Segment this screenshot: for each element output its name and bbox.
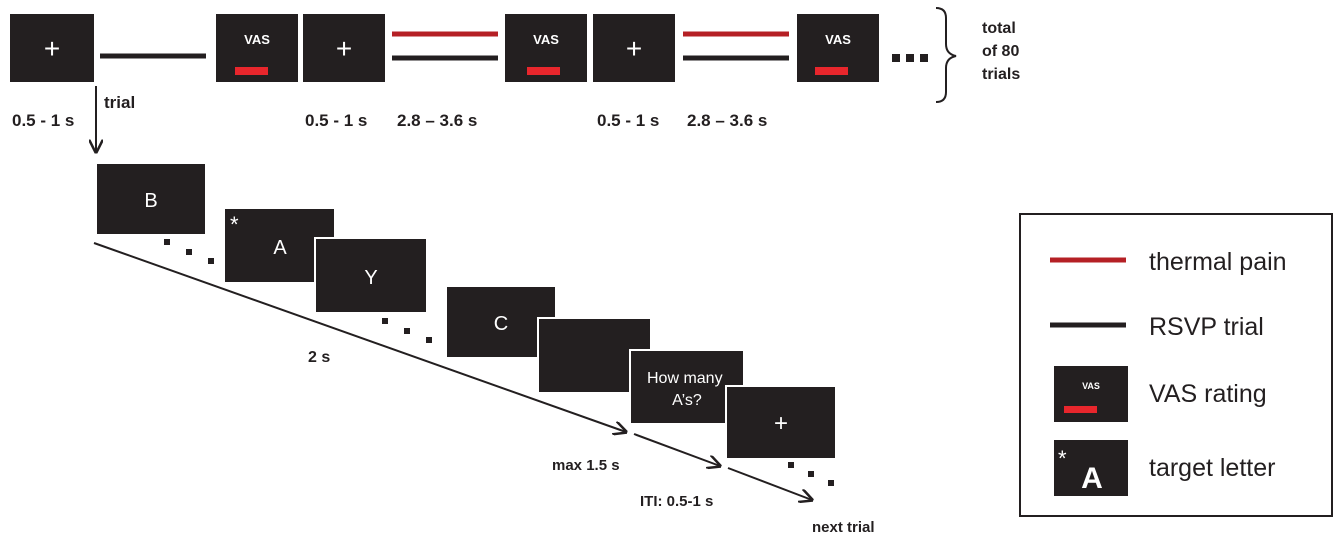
fixation-cross: + bbox=[336, 33, 352, 64]
fixation-screen bbox=[593, 14, 675, 82]
ellipsis-dots bbox=[892, 54, 928, 62]
fixation-cross: + bbox=[774, 410, 788, 437]
vas-label: VAS bbox=[533, 32, 559, 47]
gap-dots bbox=[382, 318, 432, 343]
trial-sequence-row: + VAS + VAS + VAS bbox=[10, 7, 1024, 152]
duration-stream: 2 s bbox=[308, 349, 330, 366]
gap-dots bbox=[788, 462, 834, 486]
legend-target-label: target letter bbox=[1149, 454, 1275, 482]
fixation-screen bbox=[725, 385, 837, 460]
total-brace bbox=[935, 7, 957, 103]
stream-letter: B bbox=[144, 190, 157, 212]
rsvp-cascade: B * A Y C How many A’s? + 2 s max 1.5 s … bbox=[93, 162, 875, 536]
fixation-screen bbox=[10, 14, 94, 82]
target-marker: * bbox=[230, 212, 239, 237]
duration-stimulus: 2.8 – 3.6 s bbox=[397, 111, 477, 130]
vas-label: VAS bbox=[825, 32, 851, 47]
legend-vas-icon-text: VAS bbox=[1082, 381, 1100, 391]
legend-target-icon bbox=[1054, 440, 1128, 496]
stream-timeline-arrow bbox=[93, 242, 626, 432]
fixation-screen bbox=[303, 14, 385, 82]
duration-stimulus: 2.8 – 3.6 s bbox=[687, 111, 767, 130]
legend-rsvp-label: RSVP trial bbox=[1149, 313, 1264, 341]
iti-timeline-arrow bbox=[727, 467, 812, 500]
vas-rating-bar bbox=[235, 67, 268, 75]
legend-thermal-label: thermal pain bbox=[1149, 248, 1287, 276]
trial-label: trial bbox=[104, 93, 135, 112]
fixation-cross: + bbox=[626, 33, 642, 64]
legend-vas-label: VAS rating bbox=[1149, 380, 1267, 408]
vas-label: VAS bbox=[244, 32, 270, 47]
question-text: How many A’s? bbox=[647, 370, 727, 409]
legend: thermal pain RSVP trial VAS VAS rating *… bbox=[1019, 213, 1333, 517]
legend-target-icon-letter: A bbox=[1081, 462, 1103, 495]
letter-screen bbox=[314, 237, 428, 314]
total-trials-label: total of 80 trials bbox=[982, 20, 1024, 83]
stream-letter: C bbox=[494, 313, 508, 335]
duration-iti: ITI: 0.5-1 s bbox=[640, 493, 713, 510]
legend-vas-icon-bar bbox=[1064, 406, 1097, 413]
gap-dots bbox=[164, 239, 214, 264]
stream-letter: Y bbox=[364, 267, 377, 289]
next-trial-label: next trial bbox=[812, 519, 875, 536]
vas-rating-bar bbox=[815, 67, 848, 75]
response-timeline-arrow bbox=[633, 433, 720, 466]
duration-fixation: 0.5 - 1 s bbox=[305, 111, 367, 130]
fixation-cross: + bbox=[44, 33, 60, 64]
legend-vas-icon bbox=[1054, 366, 1128, 422]
duration-fixation-first: 0.5 - 1 s bbox=[12, 111, 74, 130]
duration-response: max 1.5 s bbox=[552, 457, 620, 474]
vas-rating-bar bbox=[527, 67, 560, 75]
duration-fixation: 0.5 - 1 s bbox=[597, 111, 659, 130]
stream-letter: A bbox=[273, 237, 287, 259]
letter-screen bbox=[95, 162, 207, 236]
legend-target-icon-marker: * bbox=[1058, 446, 1067, 471]
